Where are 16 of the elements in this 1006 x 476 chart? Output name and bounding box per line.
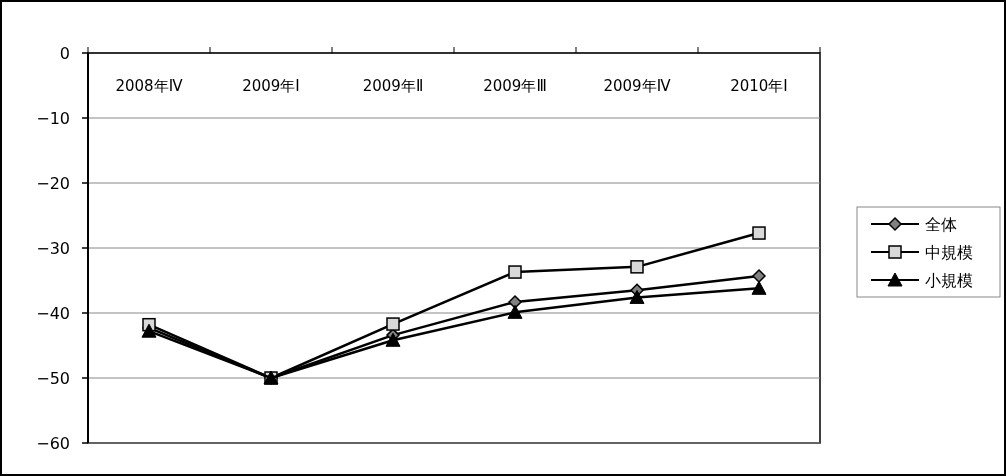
x-tick-label: 2009年Ⅱ xyxy=(362,77,424,95)
x-tick-label: 2009年Ⅲ xyxy=(483,77,547,95)
legend-label: 中規模 xyxy=(925,243,973,262)
y-tick-label: −30 xyxy=(36,239,70,258)
legend-label: 全体 xyxy=(925,215,957,234)
y-tick-label: −10 xyxy=(36,109,70,128)
y-tick-label: −60 xyxy=(36,434,70,453)
x-tick-label: 2008年Ⅳ xyxy=(115,77,183,95)
x-tick-label: 2010年Ⅰ xyxy=(730,77,788,95)
y-tick-label: 0 xyxy=(59,44,70,63)
x-tick-label: 2009年Ⅳ xyxy=(603,77,671,95)
legend-label: 小規模 xyxy=(925,271,973,290)
y-tick-label: −50 xyxy=(36,369,70,388)
x-tick-label: 2009年Ⅰ xyxy=(242,77,300,95)
y-tick-label: −40 xyxy=(36,304,70,323)
y-tick-label: −20 xyxy=(36,174,70,193)
